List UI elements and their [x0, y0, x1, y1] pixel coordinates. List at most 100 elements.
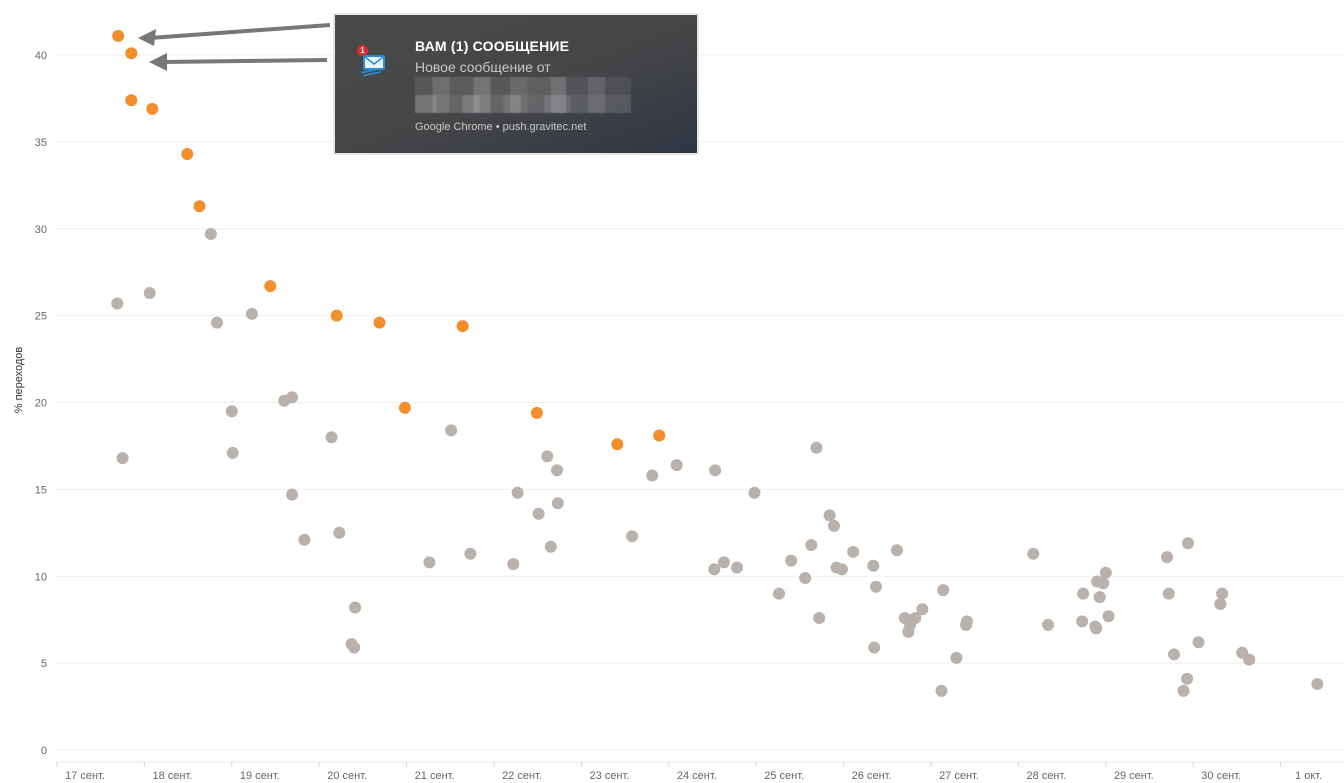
data-point — [1168, 648, 1180, 661]
data-point — [544, 540, 557, 553]
y-tick-label: 35 — [35, 137, 47, 149]
data-point — [1077, 587, 1090, 600]
arrow-2 — [161, 58, 328, 64]
y-tick-label: 30 — [35, 224, 47, 236]
x-tick-labels: 17 сент. 18 сент. 19 сент. 20 сент. 21 сент.… — [56, 762, 1322, 782]
data-point — [348, 641, 361, 654]
notification-body: Новое сообщение от — [415, 59, 551, 75]
data-point — [731, 561, 743, 574]
data-point — [950, 651, 963, 664]
data-point — [828, 519, 840, 532]
data-point-highlight — [530, 406, 543, 419]
y-tick-label: 0 — [41, 745, 47, 757]
notification-title: ВАМ (1) СООБЩЕНИЕ — [415, 38, 570, 54]
data-point — [245, 307, 258, 320]
notification-badge: 1 — [357, 45, 368, 56]
data-point — [286, 488, 299, 501]
data-point — [116, 452, 129, 465]
data-point — [785, 554, 798, 567]
data-point — [870, 580, 882, 593]
x-tick-label: 24 сент. — [677, 770, 717, 782]
data-point-highlight — [264, 280, 277, 293]
push-notification[interactable]: 1 ВАМ (1) СООБЩЕНИЕ Новое сообщение от G… — [333, 13, 699, 155]
data-point — [626, 530, 639, 543]
notification-source: Google Chrome • push.gravitec.net — [415, 121, 587, 133]
data-point — [813, 612, 826, 624]
data-point-highlight — [456, 320, 469, 333]
data-point — [1181, 672, 1194, 685]
data-point — [225, 405, 238, 418]
data-point — [709, 464, 722, 477]
data-point — [541, 450, 554, 463]
data-point — [143, 287, 156, 299]
data-point-highlight — [611, 438, 624, 451]
data-point — [464, 547, 477, 560]
y-tick-labels: 0 5 10 15 20 25 30 35 40 — [35, 50, 47, 757]
y-tick-label: 5 — [41, 658, 47, 670]
x-tick-label: 20 сент. — [327, 770, 367, 782]
data-point — [1076, 615, 1089, 628]
data-points — [111, 29, 1324, 697]
data-point — [551, 497, 564, 510]
data-point — [551, 464, 563, 477]
x-tick-label: 21 сент. — [415, 770, 455, 782]
annotation-arrows — [138, 23, 331, 71]
data-point — [445, 424, 458, 437]
y-axis-title: % переходов — [13, 347, 25, 414]
y-tick-label: 20 — [35, 398, 47, 410]
data-point — [670, 459, 683, 472]
data-point-highlight — [125, 94, 138, 107]
data-point — [423, 556, 436, 569]
data-point — [867, 559, 880, 572]
data-point — [111, 297, 124, 310]
data-point — [298, 533, 311, 546]
data-point — [1090, 622, 1103, 635]
x-tick-label: 25 сент. — [764, 770, 804, 782]
data-point — [1093, 591, 1106, 604]
data-point — [646, 469, 659, 482]
data-point — [1097, 577, 1110, 590]
data-point-highlight — [125, 47, 138, 60]
data-point — [935, 684, 948, 697]
data-point — [1177, 684, 1190, 697]
data-point — [1161, 551, 1173, 564]
data-point — [909, 612, 922, 624]
data-point — [868, 641, 881, 654]
data-point — [286, 391, 299, 404]
data-point-highlight — [193, 200, 206, 213]
blurred-sender — [415, 77, 631, 113]
x-tick-label: 29 сент. — [1114, 770, 1154, 782]
data-point — [717, 556, 730, 569]
data-point — [823, 509, 836, 522]
y-tick-label: 40 — [35, 50, 47, 62]
data-point-highlight — [373, 316, 386, 329]
data-point — [1216, 587, 1229, 600]
data-point — [890, 544, 903, 557]
data-point — [1243, 653, 1256, 666]
data-point-highlight — [146, 102, 159, 115]
data-point — [211, 316, 223, 329]
data-point — [1311, 678, 1324, 690]
mail-icon: 1 — [357, 45, 389, 78]
arrow-2-head — [149, 53, 167, 71]
data-point-highlight — [653, 429, 666, 442]
x-tick-label: 30 сент. — [1201, 770, 1241, 782]
data-point — [835, 563, 848, 576]
data-point — [1099, 566, 1112, 579]
data-point — [960, 615, 973, 628]
y-tick-label: 10 — [35, 571, 47, 583]
data-point — [333, 526, 346, 539]
data-point — [916, 603, 929, 616]
data-point — [805, 539, 818, 551]
data-point — [1182, 537, 1194, 550]
data-point-highlight — [112, 29, 125, 42]
x-tick-label: 1 окт. — [1295, 770, 1322, 782]
data-point — [1027, 547, 1040, 560]
data-point-highlight — [398, 401, 411, 414]
x-tick-label: 28 сент. — [1026, 770, 1066, 782]
data-point — [511, 486, 524, 499]
data-point — [937, 584, 950, 597]
data-point — [1214, 598, 1227, 610]
data-point — [226, 446, 239, 459]
